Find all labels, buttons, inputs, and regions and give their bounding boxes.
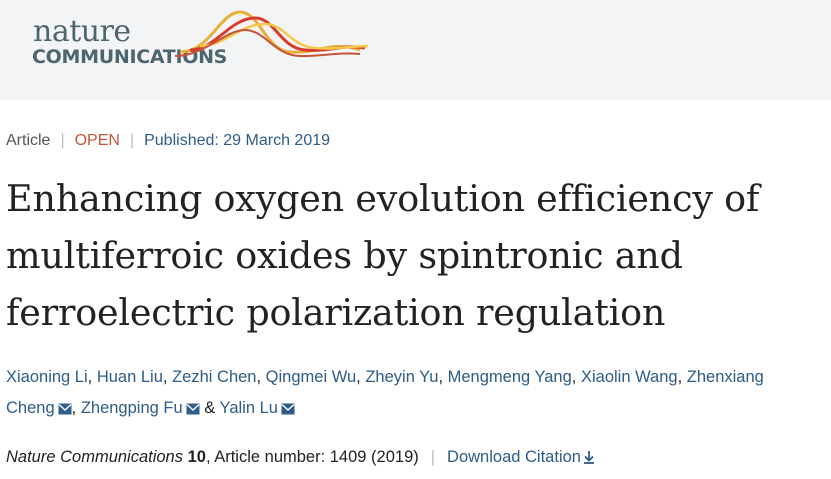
author-list: Xiaoning Li, Huan Liu, Zezhi Chen, Qingm…: [6, 368, 764, 417]
article-title: Enhancing oxygen evolution efficiency of…: [6, 177, 760, 334]
article-meta: Article | OPEN | Published: 29 March 2019: [6, 132, 330, 150]
author-link[interactable]: Mengmeng Yang: [447, 368, 572, 386]
logo-communications-text: COMMUNICATIONS: [32, 46, 228, 68]
journal-name: Nature Communications: [6, 448, 183, 466]
article-number: , Article number: 1409 (2019): [205, 448, 419, 466]
citation-line: Nature Communications 10, Article number…: [6, 448, 595, 467]
article-type: Article: [6, 132, 51, 149]
author-link[interactable]: Qingmei Wu: [265, 368, 357, 386]
author-link[interactable]: Xiaoning Li: [6, 368, 88, 386]
author-link[interactable]: Zezhi Chen: [172, 368, 257, 386]
author-link[interactable]: Yalin Lu: [219, 399, 278, 417]
published-date: Published: 29 March 2019: [144, 132, 331, 149]
author-link[interactable]: Zheyin Yu: [365, 368, 439, 386]
open-access-badge: OPEN: [74, 132, 120, 149]
meta-divider: |: [60, 132, 65, 149]
nature-communications-logo[interactable]: nature COMMUNICATIONS: [30, 10, 370, 80]
download-icon: [583, 451, 594, 464]
site-header: nature COMMUNICATIONS: [0, 0, 831, 100]
download-citation-link[interactable]: Download Citation: [447, 448, 595, 466]
footer-divider: |: [430, 448, 436, 466]
author-link[interactable]: Zhengping Fu: [80, 399, 183, 417]
mail-icon[interactable]: [58, 403, 72, 415]
logo-nature-text: nature: [33, 14, 131, 49]
author-link[interactable]: Cheng: [6, 399, 55, 417]
volume-number: 10: [187, 448, 206, 466]
author-link[interactable]: Xiaolin Wang: [580, 368, 678, 386]
mail-icon[interactable]: [281, 403, 295, 415]
author-link[interactable]: Huan Liu: [96, 368, 163, 386]
logo-wave-icon: [174, 10, 369, 58]
meta-divider: |: [129, 132, 135, 149]
mail-icon[interactable]: [186, 403, 200, 415]
author-link[interactable]: Zhenxiang: [686, 368, 764, 386]
